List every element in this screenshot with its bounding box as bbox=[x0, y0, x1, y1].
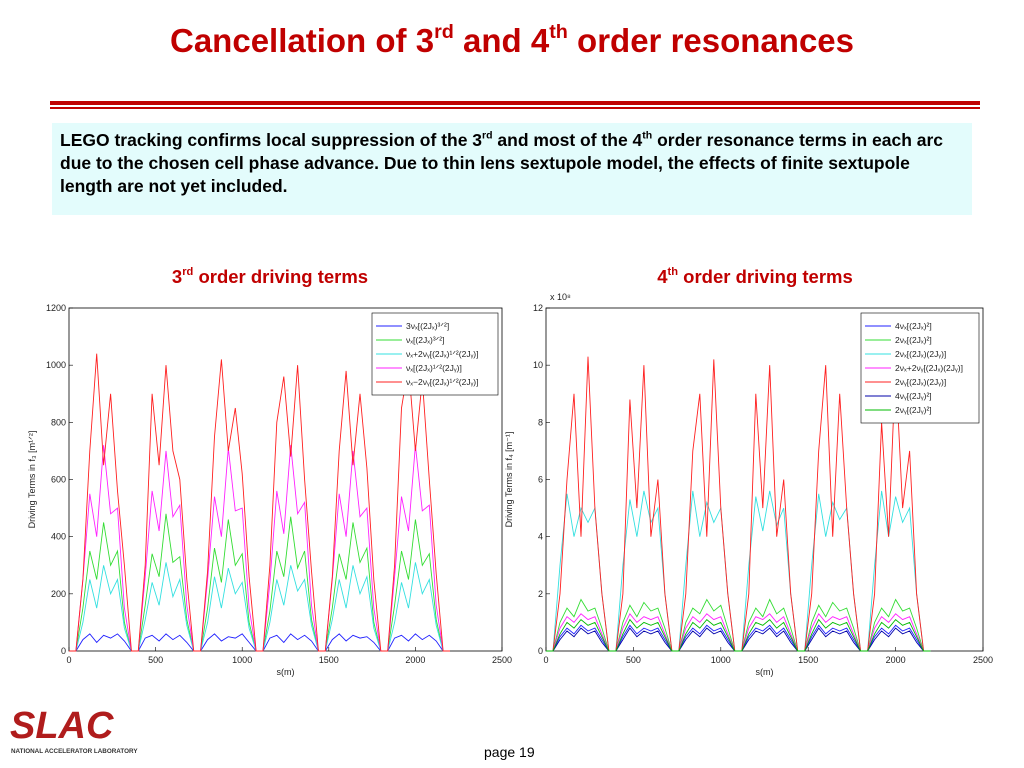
body-text: and most of the 4 bbox=[492, 130, 643, 150]
title-text: order resonances bbox=[567, 22, 854, 59]
y-tick-label: 6 bbox=[538, 475, 543, 485]
body-sup: rd bbox=[482, 129, 493, 142]
body-text: LEGO tracking confirms local suppression… bbox=[60, 130, 483, 150]
legend-label: νₓ[(2Jₓ)¹ᐟ²(2Jᵧ)] bbox=[406, 363, 462, 373]
legend-label: 4νₓ[(2Jₓ)²] bbox=[895, 321, 932, 331]
y-axis-label: Driving Terms in f₄ [m⁻¹] bbox=[504, 432, 514, 528]
y-tick-label: 12 bbox=[533, 303, 543, 313]
y-tick-label: 200 bbox=[51, 589, 66, 599]
legend-label: 2νᵧ[(2Jᵧ)²] bbox=[895, 405, 932, 415]
x-tick-label: 1000 bbox=[711, 655, 731, 665]
y-tick-label: 4 bbox=[538, 532, 543, 542]
x-tick-label: 1500 bbox=[798, 655, 818, 665]
chart-title-sup: th bbox=[667, 266, 678, 279]
chart-title: 3rd order driving terms bbox=[50, 266, 490, 288]
legend-label: 4νᵧ[(2Jᵧ)²] bbox=[895, 391, 932, 401]
series-line bbox=[69, 353, 450, 652]
title-sup: th bbox=[549, 21, 568, 44]
chart-title-sup: rd bbox=[182, 266, 194, 279]
legend-label: 2νₓ[(2Jₓ)²] bbox=[895, 335, 932, 345]
y-multiplier: x 10⁸ bbox=[550, 292, 571, 302]
x-axis-label: s(m) bbox=[756, 667, 774, 677]
legend-label: 2νₓ+2νᵧ[(2Jₓ)(2Jᵧ)] bbox=[895, 363, 963, 373]
x-tick-label: 2000 bbox=[886, 655, 906, 665]
title-text: Cancellation of 3 bbox=[170, 22, 435, 59]
logo: SLAC NATIONAL ACCELERATOR LABORATORY bbox=[10, 705, 138, 755]
y-tick-label: 400 bbox=[51, 532, 66, 542]
y-tick-label: 800 bbox=[51, 417, 66, 427]
y-tick-label: 0 bbox=[61, 646, 66, 656]
logo-subtitle: NATIONAL ACCELERATOR LABORATORY bbox=[11, 748, 138, 755]
y-tick-label: 10 bbox=[533, 360, 543, 370]
x-tick-label: 2500 bbox=[973, 655, 993, 665]
legend-label: 3νₓ[(2Jₓ)³ᐟ²] bbox=[406, 321, 449, 331]
slide-title: Cancellation of 3rd and 4th order resona… bbox=[0, 22, 1024, 60]
y-tick-label: 600 bbox=[51, 475, 66, 485]
legend-label: νₓ+2νᵧ[(2Jₓ)¹ᐟ²(2Jᵧ)] bbox=[406, 349, 479, 359]
body-text: order resonance terms in each arc due to… bbox=[60, 130, 944, 196]
x-axis-label: s(m) bbox=[277, 667, 295, 677]
x-tick-label: 2500 bbox=[492, 655, 512, 665]
legend-label: 2νᵧ[(2Jₓ)(2Jᵧ)] bbox=[895, 377, 946, 387]
text-box: LEGO tracking confirms local suppression… bbox=[52, 123, 972, 215]
title-sup: rd bbox=[434, 21, 454, 44]
x-tick-label: 0 bbox=[543, 655, 548, 665]
chart-title-text: 3 bbox=[171, 266, 183, 287]
x-tick-label: 500 bbox=[148, 655, 163, 665]
y-tick-label: 1200 bbox=[46, 303, 66, 313]
x-tick-label: 500 bbox=[626, 655, 641, 665]
page-number: page 19 bbox=[484, 744, 535, 760]
title-rule bbox=[50, 101, 980, 105]
x-tick-label: 1500 bbox=[319, 655, 339, 665]
x-tick-label: 1000 bbox=[232, 655, 252, 665]
series-line bbox=[546, 618, 931, 652]
chart-title-text: order driving terms bbox=[678, 266, 853, 287]
chart-title: 4th order driving terms bbox=[535, 266, 975, 288]
y-tick-label: 8 bbox=[538, 417, 543, 427]
y-axis-label: Driving Terms in f₃ [m¹ᐟ²] bbox=[27, 431, 37, 529]
body-sup: th bbox=[642, 129, 653, 142]
y-tick-label: 0 bbox=[538, 646, 543, 656]
logo-name: SLAC bbox=[10, 705, 114, 747]
y-tick-label: 2 bbox=[538, 589, 543, 599]
y-tick-label: 1000 bbox=[46, 360, 66, 370]
legend-label: νₓ−2νᵧ[(2Jₓ)¹ᐟ²(2Jᵧ)] bbox=[406, 377, 479, 387]
legend-label: νₓ[(2Jₓ)³ᐟ²] bbox=[406, 335, 444, 345]
x-tick-label: 2000 bbox=[405, 655, 425, 665]
x-tick-label: 0 bbox=[66, 655, 71, 665]
title-text: and 4 bbox=[453, 22, 550, 59]
chart-title-text: order driving terms bbox=[193, 266, 369, 287]
title-rule bbox=[50, 107, 980, 109]
chart-title-text: 4 bbox=[657, 266, 668, 287]
legend-label: 2νₓ[(2Jₓ)(2Jᵧ)] bbox=[895, 349, 946, 359]
